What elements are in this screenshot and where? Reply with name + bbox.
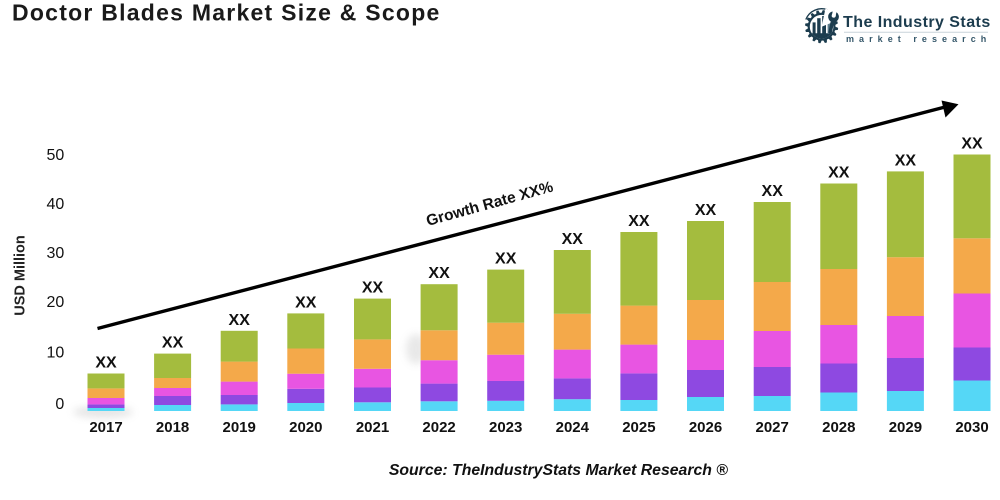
- svg-text:XX: XX: [895, 152, 917, 169]
- svg-text:XX: XX: [628, 213, 650, 230]
- svg-text:2026: 2026: [689, 419, 722, 436]
- svg-text:2029: 2029: [889, 419, 922, 436]
- svg-text:40: 40: [47, 196, 65, 213]
- svg-text:XX: XX: [495, 251, 517, 268]
- svg-text:Source: TheIndustryStats Marke: Source: TheIndustryStats Market Research…: [389, 462, 728, 479]
- svg-text:10: 10: [47, 345, 65, 362]
- svg-text:2023: 2023: [489, 419, 522, 436]
- svg-text:XX: XX: [828, 165, 850, 182]
- svg-text:2028: 2028: [822, 419, 855, 436]
- svg-text:2030: 2030: [955, 419, 988, 436]
- svg-text:2024: 2024: [556, 419, 590, 436]
- svg-text:The Industry Stats: The Industry Stats: [843, 14, 991, 31]
- svg-text:2017: 2017: [89, 419, 122, 436]
- svg-text:XX: XX: [562, 231, 584, 248]
- svg-text:XX: XX: [362, 280, 384, 297]
- svg-text:2027: 2027: [756, 419, 789, 436]
- svg-text:Doctor Blades Market Size & Sc: Doctor Blades Market Size & Scope: [12, 0, 441, 26]
- svg-text:0: 0: [55, 396, 64, 413]
- svg-text:30: 30: [47, 245, 65, 262]
- svg-text:XX: XX: [762, 183, 784, 200]
- svg-text:2020: 2020: [289, 419, 322, 436]
- svg-text:Growth Rate XX%: Growth Rate XX%: [424, 178, 555, 229]
- svg-text:XX: XX: [229, 312, 251, 329]
- svg-text:XX: XX: [695, 202, 717, 219]
- svg-text:2018: 2018: [156, 419, 189, 436]
- svg-text:2022: 2022: [422, 419, 455, 436]
- svg-text:XX: XX: [295, 294, 317, 311]
- svg-text:2021: 2021: [356, 419, 389, 436]
- svg-text:2025: 2025: [622, 419, 655, 436]
- svg-text:XX: XX: [961, 136, 983, 153]
- svg-text:50: 50: [47, 147, 65, 164]
- svg-text:USD Million: USD Million: [13, 235, 29, 316]
- svg-text:XX: XX: [95, 355, 117, 372]
- svg-text:XX: XX: [162, 335, 184, 352]
- svg-text:market research: market research: [846, 34, 991, 44]
- svg-text:2019: 2019: [223, 419, 256, 436]
- svg-text:XX: XX: [428, 265, 450, 282]
- svg-text:20: 20: [47, 294, 65, 311]
